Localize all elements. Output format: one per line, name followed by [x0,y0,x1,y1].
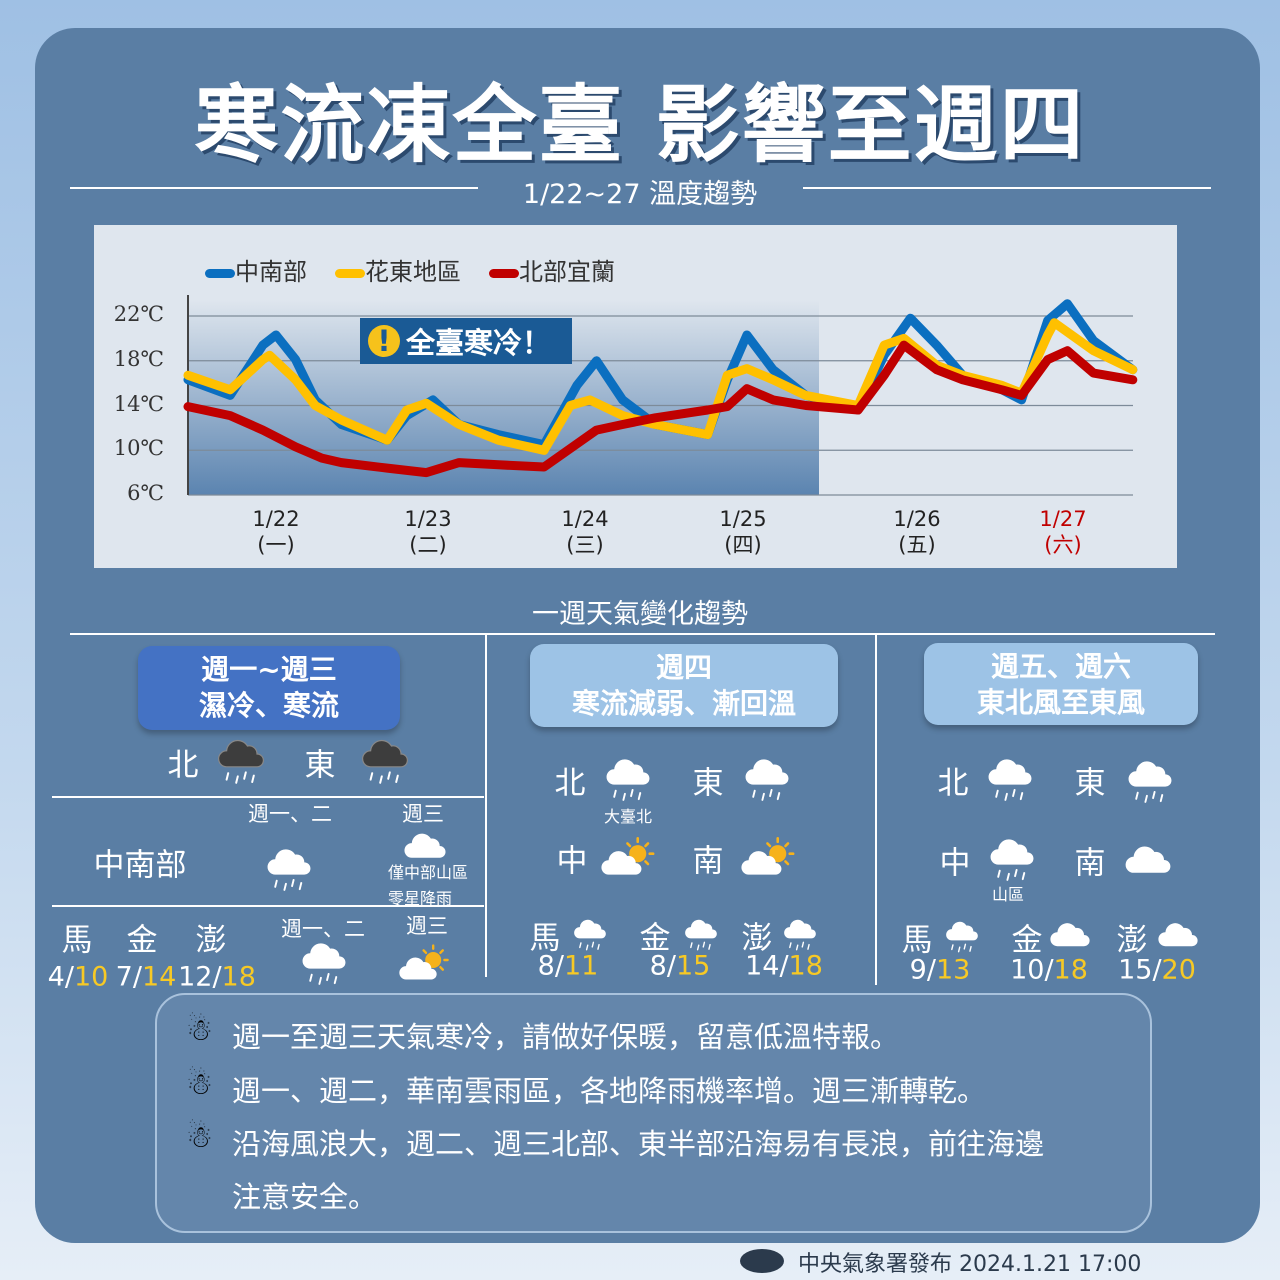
chart-subtitle: 1/22~27 溫度趨勢 [522,179,758,210]
dark-rain-cloud-icon [362,739,408,784]
island-matsu: 馬 [529,920,561,957]
y-tick-label: 22℃ [113,302,164,326]
rain-cloud-icon [946,921,978,953]
rain-cloud-icon [1128,761,1172,803]
region-south: 南 [1074,845,1106,882]
series-line-北部宜蘭 [183,340,1138,478]
region-east: 東 [304,747,336,784]
x-tick-label: 1/27 (六) [1039,507,1087,557]
y-tick-label: 14℃ [113,391,164,416]
cloud-icon [1125,846,1171,873]
sun-cloud-icon [741,836,795,875]
note-line: 週一至週三天氣寒冷，請做好保暖，留意低溫特報。 [232,1020,900,1054]
divider [52,796,484,798]
region-east: 東 [1074,765,1106,802]
x-tick-label: 1/24 (三) [561,507,609,557]
period-badge-thu: 週四 寒流減弱、漸回溫 [530,644,838,727]
region-east: 東 [692,765,724,802]
rain-note: 零星降雨 [387,889,453,908]
legend-item: 北部宜蘭 [489,252,615,287]
sun-cloud-icon [601,836,655,875]
period-label: 週三 [402,802,444,826]
snowman-icon: ☃ [186,1067,213,1102]
rain-note: 山區 [991,885,1025,904]
period-label: 週三 [406,914,448,938]
y-tick-label: 10℃ [113,436,164,461]
divider [803,187,1211,189]
rain-cloud-icon [745,759,789,801]
section-title: 一週天氣變化趨勢 [532,599,748,630]
rain-cloud-icon [267,849,311,891]
cold-alert-badge: ! 全臺寒冷！ [360,318,572,364]
rain-cloud-icon [990,839,1034,881]
page-title: 寒流凍全臺 影響至週四 [194,76,1086,174]
note-line: 週一、週二，華南雲雨區，各地降雨機率增。週三漸轉乾。 [232,1074,987,1108]
region-central: 中 [939,845,971,882]
y-tick-label: 6℃ [127,481,164,505]
cwa-logo-icon [740,1249,784,1273]
note-line: 沿海風浪大，週二、週三北部、東半部沿海易有長浪，前往海邊 [232,1127,1045,1161]
legend-item: 中南部 [205,252,307,287]
temp-range: 9/13 [909,954,971,986]
y-tick-label: 18℃ [113,346,164,371]
region-north: 北 [937,765,969,802]
island-matsu: 馬 [61,922,93,959]
island-kinmen: 金 [126,922,158,959]
divider [70,633,1215,635]
rain-cloud-icon [784,919,816,951]
publisher-footer: 中央氣象署發布 2024.1.21 17:00 [798,1252,1142,1277]
chart-legend: 中南部 花東地區 北部宜蘭 [205,252,615,287]
region-north: 北 [554,765,586,802]
temp-range: 8/11 [537,950,599,982]
period-label: 週一、二 [281,917,365,941]
island-penghu: 澎 [741,920,773,957]
divider [52,905,484,907]
cloud-icon [1050,923,1090,947]
snowman-icon: ☃ [186,1013,213,1048]
period-badge-mon-wed: 週一~週三 濕冷、寒流 [138,646,400,730]
x-tick-label: 1/22 (一) [252,507,300,557]
island-penghu: 澎 [195,922,227,959]
legend-item: 花東地區 [335,252,461,287]
temp-range: 14/18 [745,950,823,982]
rain-cloud-icon [606,759,650,801]
region-north: 北 [167,747,199,784]
region-central: 中 [556,843,588,880]
cloud-icon [404,833,446,858]
island-kinmen: 金 [1011,922,1043,959]
island-matsu: 馬 [901,922,933,959]
snowman-icon: ☃ [186,1120,213,1155]
cloud-icon [1158,923,1198,947]
temp-range: 10/18 [1010,954,1088,986]
sun-cloud-icon [399,944,449,980]
island-kinmen: 金 [639,920,671,957]
rain-cloud-icon [685,919,717,951]
rain-cloud-icon [302,943,346,985]
period-badge-fri-sat: 週五、週六 東北風至東風 [924,643,1198,725]
temp-range: 8/15 [649,950,711,982]
temp-range: 15/20 [1118,954,1196,986]
notes-box [155,993,1152,1233]
rain-note: 大臺北 [603,807,653,826]
temp-range: 4/10 [47,961,109,993]
region-central-south: 中南部 [93,847,187,884]
divider [485,635,487,977]
region-south: 南 [692,843,724,880]
x-tick-label: 1/25 (四) [719,507,767,557]
divider [875,635,877,985]
island-penghu: 澎 [1116,922,1148,959]
divider [70,187,478,189]
rain-cloud-icon [574,919,606,951]
temp-range: 7/14 [115,961,177,993]
x-tick-label: 1/26 (五) [893,507,941,557]
period-label: 週一、二 [248,802,332,826]
x-tick-label: 1/23 (二) [404,507,452,557]
temp-range: 12/18 [178,961,256,993]
dark-rain-cloud-icon [218,739,264,784]
rain-note: 僅中部山區 [387,863,469,882]
exclamation-icon: ! [368,325,400,357]
note-line: 注意安全。 [232,1180,378,1214]
temperature-chart [183,295,1138,496]
rain-cloud-icon [988,759,1032,801]
